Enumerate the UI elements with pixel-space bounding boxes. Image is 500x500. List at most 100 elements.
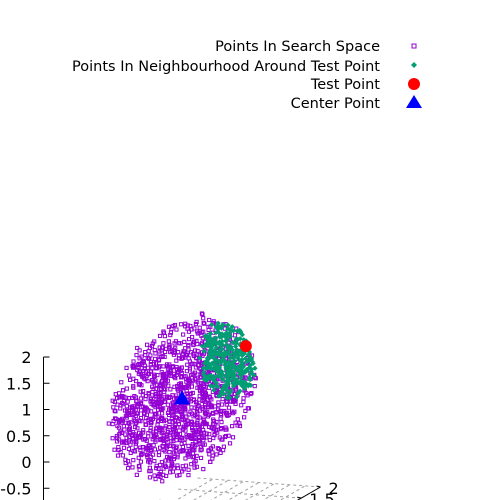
search-space-point xyxy=(137,434,143,439)
search-space-point xyxy=(202,442,207,447)
search-space-point xyxy=(221,444,226,449)
search-space-point xyxy=(219,437,224,442)
search-space-point xyxy=(137,381,143,387)
search-space-point xyxy=(158,474,163,480)
search-space-point xyxy=(185,383,190,389)
search-space-point xyxy=(153,405,158,410)
search-space-point xyxy=(193,321,198,327)
neighbourhood-point xyxy=(226,363,232,369)
search-space-point xyxy=(199,330,204,335)
search-space-point xyxy=(199,435,204,440)
search-space-point xyxy=(133,444,138,449)
neighbourhood-point xyxy=(209,365,215,371)
search-space-point xyxy=(123,460,128,466)
search-space-point xyxy=(139,452,144,458)
search-space-point xyxy=(124,435,129,441)
search-space-point xyxy=(245,406,250,411)
search-space-point xyxy=(151,443,156,448)
search-space-point xyxy=(194,464,199,469)
search-space-point xyxy=(160,436,165,441)
search-space-point xyxy=(200,395,205,400)
search-space-point xyxy=(164,473,169,479)
neighbourhood-point xyxy=(215,364,221,370)
search-space-point xyxy=(177,385,182,390)
search-space-point xyxy=(221,448,226,453)
neighbourhood-point xyxy=(230,383,237,389)
search-space-point xyxy=(187,392,193,397)
search-space-point xyxy=(157,391,162,396)
neighbourhood-point xyxy=(242,355,249,362)
neighbourhood-point xyxy=(245,383,251,389)
search-space-point xyxy=(176,370,181,375)
neighbourhood-point xyxy=(208,383,214,389)
neighbourhood-point xyxy=(215,320,221,326)
search-space-point xyxy=(124,365,129,371)
grid-line-y xyxy=(197,477,321,488)
search-space-point xyxy=(202,420,207,425)
search-space-point xyxy=(165,402,170,407)
search-space-point xyxy=(131,359,136,364)
search-space-point xyxy=(197,325,202,330)
search-space-point xyxy=(184,414,189,419)
neighbourhood-point xyxy=(223,373,229,379)
legend-label-center-point: Center Point xyxy=(291,96,381,112)
search-space-point xyxy=(160,397,165,402)
search-space-point xyxy=(241,399,246,404)
neighbourhood-point xyxy=(246,358,252,364)
search-space-point xyxy=(176,356,182,361)
search-space-point xyxy=(183,408,188,413)
search-space-point xyxy=(130,412,135,418)
search-space-point xyxy=(211,411,216,416)
search-space-point xyxy=(153,351,158,356)
search-space-point xyxy=(185,392,190,397)
neighbourhood-point xyxy=(228,387,234,394)
search-space-point xyxy=(230,435,236,440)
neighbourhood-point xyxy=(211,348,217,354)
search-space-point xyxy=(186,336,192,342)
search-space-point xyxy=(134,398,139,403)
search-space-point xyxy=(125,466,131,471)
search-space-point xyxy=(191,342,196,348)
neighbourhood-point xyxy=(225,326,231,332)
neighbourhood-point xyxy=(219,338,225,344)
neighbourhood-point xyxy=(223,378,229,385)
neighbourhood-point xyxy=(204,361,211,367)
search-space-point xyxy=(162,334,168,339)
search-space-point xyxy=(173,376,178,381)
search-space-point xyxy=(131,385,136,390)
search-space-point xyxy=(176,421,182,427)
search-space-point xyxy=(206,324,211,330)
search-space-point xyxy=(135,367,140,373)
neighbourhood-point xyxy=(221,391,227,397)
search-space-point xyxy=(114,396,120,401)
search-space-point xyxy=(196,439,202,444)
search-space-point xyxy=(161,441,166,446)
search-space-point xyxy=(195,420,200,426)
legend-label-test-point: Test Point xyxy=(310,77,380,93)
base-grid xyxy=(159,477,321,500)
search-space-point xyxy=(163,449,168,454)
search-space-point xyxy=(190,442,195,447)
search-space-point xyxy=(151,361,157,367)
search-space-point xyxy=(189,350,194,355)
search-space-point xyxy=(204,435,209,440)
neighbourhood-point xyxy=(213,344,219,351)
neighbourhood-point xyxy=(215,325,222,331)
search-space-point xyxy=(146,349,151,354)
search-space-point xyxy=(189,421,194,427)
search-space-point xyxy=(176,349,181,355)
search-space-point xyxy=(116,447,121,453)
search-space-point xyxy=(232,333,238,338)
search-space-point xyxy=(115,453,121,458)
neighbourhood-point xyxy=(226,391,232,397)
search-space-point xyxy=(153,476,158,482)
search-space-point xyxy=(197,423,202,428)
search-space-point xyxy=(157,401,163,406)
search-space-point xyxy=(167,407,172,412)
neighbourhood-point xyxy=(237,329,243,335)
grid-line-x xyxy=(175,478,214,500)
search-space-point xyxy=(223,425,228,430)
neighbourhood-point xyxy=(204,336,211,342)
search-space-point xyxy=(167,450,172,455)
search-space-point xyxy=(167,425,172,430)
